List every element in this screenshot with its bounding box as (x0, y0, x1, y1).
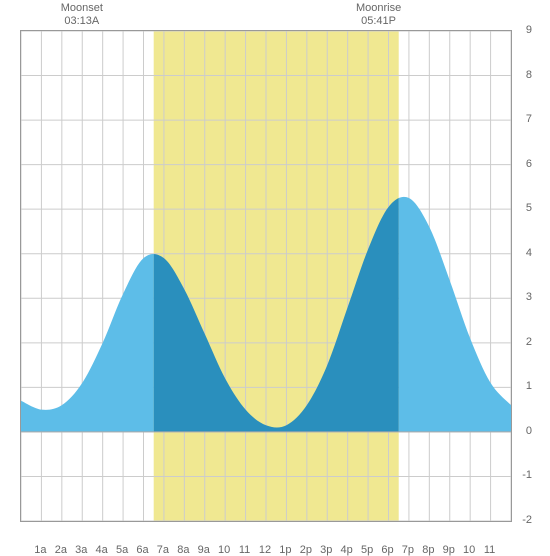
x-tick-label: 9a (198, 544, 210, 556)
x-tick-label: 10 (218, 544, 230, 556)
x-tick-label: 3p (320, 544, 332, 556)
x-tick-label: 12 (259, 544, 271, 556)
x-tick-label: 5a (116, 544, 128, 556)
moonset-label: Moonset 03:13A (61, 2, 103, 28)
y-tick-label: -1 (522, 469, 532, 481)
y-tick-label: -2 (522, 514, 532, 526)
x-tick-label: 1p (279, 544, 291, 556)
x-tick-label: 7a (157, 544, 169, 556)
y-axis-labels: -2-10123456789 (512, 30, 532, 520)
moonset-time: 03:13A (64, 15, 99, 27)
y-tick-label: 0 (526, 425, 532, 437)
y-tick-label: 8 (526, 69, 532, 81)
x-tick-label: 4a (96, 544, 108, 556)
moonrise-text: Moonrise (356, 2, 401, 14)
header-labels: Moonset 03:13A Moonrise 05:41P (0, 0, 550, 30)
y-tick-label: 6 (526, 158, 532, 170)
x-tick-label: 11 (239, 544, 250, 556)
x-tick-label: 5p (361, 544, 373, 556)
x-tick-label: 6p (381, 544, 393, 556)
moonset-text: Moonset (61, 2, 103, 14)
y-tick-label: 4 (526, 247, 532, 259)
x-tick-label: 7p (402, 544, 414, 556)
y-tick-label: 9 (526, 24, 532, 36)
y-tick-label: 2 (526, 336, 532, 348)
moonrise-time: 05:41P (361, 15, 396, 27)
plot-svg (21, 31, 511, 521)
x-tick-label: 6a (136, 544, 148, 556)
y-tick-label: 3 (526, 291, 532, 303)
x-tick-label: 8p (422, 544, 434, 556)
tide-chart: Moonset 03:13A Moonrise 05:41P 1a2a3a4a5… (0, 0, 550, 550)
x-tick-label: 4p (341, 544, 353, 556)
y-tick-label: 1 (526, 380, 532, 392)
y-tick-label: 7 (526, 113, 532, 125)
x-tick-label: 3a (75, 544, 87, 556)
x-tick-label: 1a (34, 544, 46, 556)
x-tick-label: 2a (55, 544, 67, 556)
x-tick-label: 2p (300, 544, 312, 556)
x-tick-label: 11 (484, 544, 495, 556)
x-tick-label: 10 (463, 544, 475, 556)
plot-area (20, 30, 512, 522)
x-tick-label: 9p (443, 544, 455, 556)
x-tick-label: 8a (177, 544, 189, 556)
moonrise-label: Moonrise 05:41P (356, 2, 401, 28)
y-tick-label: 5 (526, 202, 532, 214)
